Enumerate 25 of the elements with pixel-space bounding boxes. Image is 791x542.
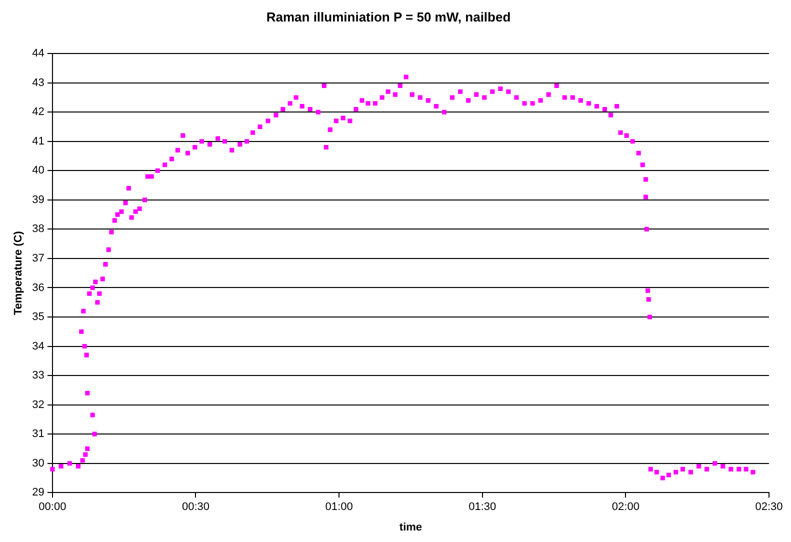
chart-title: Raman illuminiation P = 50 mW, nailbed [266,9,511,24]
x-tick-label: 00:30 [182,501,210,514]
y-tick-label: 44 [32,48,44,60]
y-tick-label: 37 [32,252,44,264]
y-axis-title: Temperature (C) [12,230,25,316]
y-tick-label: 33 [32,370,44,382]
y-tick-label: 29 [32,486,44,499]
x-tick-label: 02:30 [755,501,783,514]
y-tick-label: 32 [32,398,44,411]
y-tick-label: 35 [32,311,44,324]
y-tick-label: 42 [32,106,44,118]
y-tick-label: 39 [32,194,44,206]
x-tick-label: 01:00 [325,501,353,514]
y-tick-label: 36 [32,282,44,294]
x-axis-title: time [399,521,422,534]
x-tick-label: 01:30 [468,501,496,514]
y-tick-label: 31 [32,428,44,440]
x-tick-label: 02:00 [612,501,640,514]
y-tick-label: 43 [32,76,44,89]
y-tick-label: 30 [32,457,44,470]
x-tick-label: 00:00 [38,501,66,514]
y-tick-label: 38 [32,223,44,236]
y-tick-label: 34 [32,340,44,352]
y-tick-label: 41 [32,135,44,148]
y-tick-label: 40 [32,164,44,177]
